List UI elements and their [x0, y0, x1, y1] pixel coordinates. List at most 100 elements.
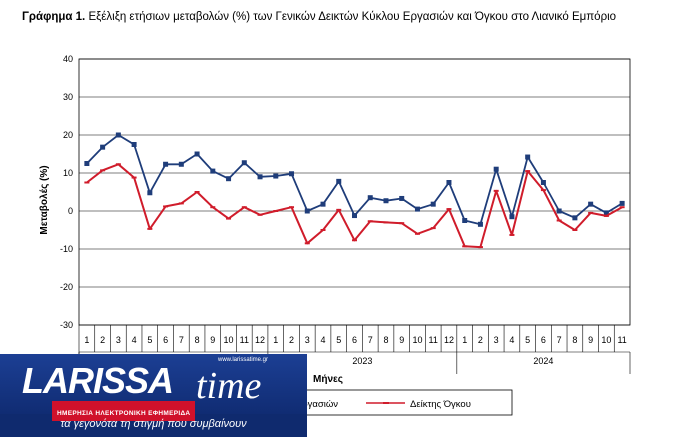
legend-entry-volume: Δείκτης Όγκου — [410, 399, 471, 410]
turnover-point — [509, 214, 515, 220]
volume-point — [100, 169, 106, 172]
volume-point — [588, 211, 594, 214]
watermark-url: www.larissatime.gr — [218, 357, 269, 363]
year-label: 2024 — [533, 356, 553, 366]
volume-point — [147, 227, 153, 230]
x-tick-label: 1 — [273, 335, 278, 345]
turnover-point — [289, 171, 295, 177]
turnover-point — [399, 195, 405, 201]
turnover-point — [446, 180, 452, 185]
turnover-point — [336, 178, 342, 184]
turnover-point — [304, 208, 310, 214]
turnover-point — [414, 206, 420, 212]
volume-point — [84, 181, 90, 184]
legend-entry-turnover: εργασιών — [298, 399, 338, 410]
x-tick-label: 11 — [240, 335, 249, 345]
volume-point — [525, 170, 531, 173]
x-tick-label: 3 — [305, 335, 310, 345]
x-tick-label: 7 — [557, 335, 562, 345]
x-tick-label: 11 — [429, 335, 438, 345]
x-tick-label: 3 — [116, 335, 121, 345]
turnover-point — [493, 166, 499, 172]
y-tick-label: -10 — [60, 244, 73, 254]
volume-point — [446, 208, 452, 211]
x-tick-label: 4 — [321, 335, 326, 345]
turnover-point — [163, 161, 169, 167]
turnover-point — [477, 221, 483, 227]
turnover-point — [603, 210, 609, 216]
watermark-tagline: ΗΜΕΡΗΣΙΑ ΗΛΕΚΤΡΟΝΙΚΗ ΕΦΗΜΕΡΙΔΑ — [57, 410, 191, 417]
volume-point — [241, 206, 247, 209]
volume-point — [540, 189, 546, 192]
volume-point — [115, 163, 121, 166]
volume-point — [493, 189, 499, 192]
volume-point — [399, 222, 405, 225]
x-tick-label: 8 — [195, 335, 200, 345]
turnover-point — [352, 213, 357, 219]
turnover-point — [556, 208, 562, 214]
x-tick-label: 6 — [352, 335, 357, 345]
x-tick-label: 4 — [132, 335, 137, 345]
x-tick-label: 3 — [494, 335, 499, 345]
x-tick-label: 2 — [100, 335, 105, 345]
x-tick-label: 2 — [478, 335, 483, 345]
volume-point — [383, 221, 389, 224]
turnover-point — [241, 160, 247, 166]
turnover-point — [210, 168, 216, 174]
turnover-point — [226, 176, 232, 182]
turnover-point — [367, 195, 373, 201]
volume-point — [352, 239, 357, 242]
volume-point — [194, 191, 200, 193]
turnover-point — [194, 151, 200, 157]
turnover-point — [273, 173, 279, 179]
volume-point — [477, 246, 483, 249]
volume-point — [603, 214, 609, 217]
turnover-point — [178, 161, 184, 167]
x-tick-label: 5 — [336, 335, 341, 345]
larissatime-watermark: LARISSA time www.larissatime.gr ΗΜΕΡΗΣΙΑ… — [0, 354, 307, 437]
x-axis-label: Μήνες — [313, 374, 343, 385]
year-label: 2023 — [352, 356, 372, 366]
x-tick-label: 2 — [289, 335, 294, 345]
turnover-point — [257, 174, 263, 180]
x-tick-label: 9 — [210, 335, 215, 345]
turnover-point — [131, 142, 137, 147]
watermark-logo-time: time — [196, 365, 262, 407]
volume-point — [320, 229, 326, 231]
x-tick-label: 8 — [383, 335, 388, 345]
volume-point — [572, 229, 578, 231]
grid-lines — [79, 58, 630, 326]
y-tick-label: 0 — [68, 206, 73, 216]
y-tick-label: 20 — [63, 130, 73, 140]
turnover-point — [462, 218, 468, 223]
volume-point — [336, 208, 342, 211]
x-tick-label: 6 — [541, 335, 546, 345]
volume-point — [367, 220, 373, 223]
y-tick-labels: 40 30 20 10 0 -10 -20 -30 — [60, 54, 73, 330]
x-tick-label: 8 — [572, 335, 577, 345]
chart-title: Γράφημα 1. Εξέλιξη ετήσιων μεταβολών (%)… — [22, 11, 617, 23]
x-tick-label: 1 — [462, 335, 467, 345]
turnover-point — [619, 200, 625, 206]
x-tick-label: 10 — [601, 335, 611, 345]
volume-point — [619, 206, 625, 209]
series-lines — [84, 132, 625, 249]
volume-point — [462, 245, 468, 248]
turnover-point — [588, 201, 594, 207]
x-tick-label: 11 — [617, 335, 626, 345]
x-tick-label: 6 — [163, 335, 168, 345]
turnover-point — [320, 201, 326, 207]
x-tick-label: 4 — [509, 335, 514, 345]
x-tick-label: 7 — [368, 335, 373, 345]
turnover-point — [525, 154, 531, 160]
watermark-tagline-box: ΗΜΕΡΗΣΙΑ ΗΛΕΚΤΡΟΝΙΚΗ ΕΦΗΜΕΡΙΔΑ — [52, 401, 196, 421]
x-tick-label: 12 — [444, 335, 454, 345]
volume-point — [414, 232, 420, 235]
y-tick-label: 40 — [63, 54, 73, 64]
x-tick-label: 7 — [179, 335, 184, 345]
volume-point — [430, 227, 436, 230]
volume-point — [304, 242, 310, 245]
x-tick-label: 10 — [224, 335, 234, 345]
y-tick-label: -30 — [60, 320, 73, 330]
